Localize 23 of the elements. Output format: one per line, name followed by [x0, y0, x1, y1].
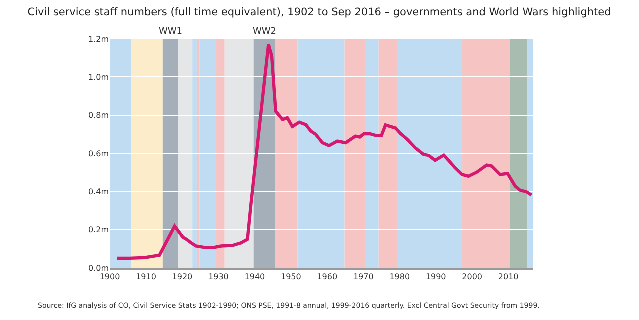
- x-tick-label: 1970: [353, 272, 374, 282]
- band-label: WW2: [253, 27, 277, 37]
- y-tick-label: 0.4m: [88, 187, 110, 196]
- line-series: [116, 43, 533, 260]
- y-tick-label: 0.0m: [88, 264, 110, 273]
- y-tick-label: 1.0m: [88, 72, 110, 82]
- x-tick-label: 2010: [498, 272, 519, 282]
- chart-title: Civil service staff numbers (full time equivalent), 1902 to Sep 2016 – governments and World Wars highlighted: [28, 6, 612, 18]
- x-tick-label: 1960: [317, 272, 338, 282]
- x-tick-label: 2000: [462, 272, 482, 282]
- x-tick-label: 1930: [208, 272, 229, 282]
- y-tick-label: 1.2m: [88, 34, 110, 44]
- x-tick-label: 1910: [136, 272, 156, 282]
- x-tick-label: 1900: [100, 272, 120, 282]
- y-tick-label: 0.6m: [88, 149, 110, 158]
- y-tick-label: 0.8m: [88, 111, 110, 120]
- y-tick-label: 0.2m: [88, 226, 110, 235]
- band-label: WW1: [159, 27, 183, 37]
- x-tick-label: 1950: [280, 272, 302, 282]
- x-tick-label: 1990: [426, 272, 446, 282]
- x-tick-label: 1920: [172, 272, 193, 282]
- x-tick-label: 1980: [390, 272, 410, 282]
- x-tick-label: 1940: [244, 272, 266, 282]
